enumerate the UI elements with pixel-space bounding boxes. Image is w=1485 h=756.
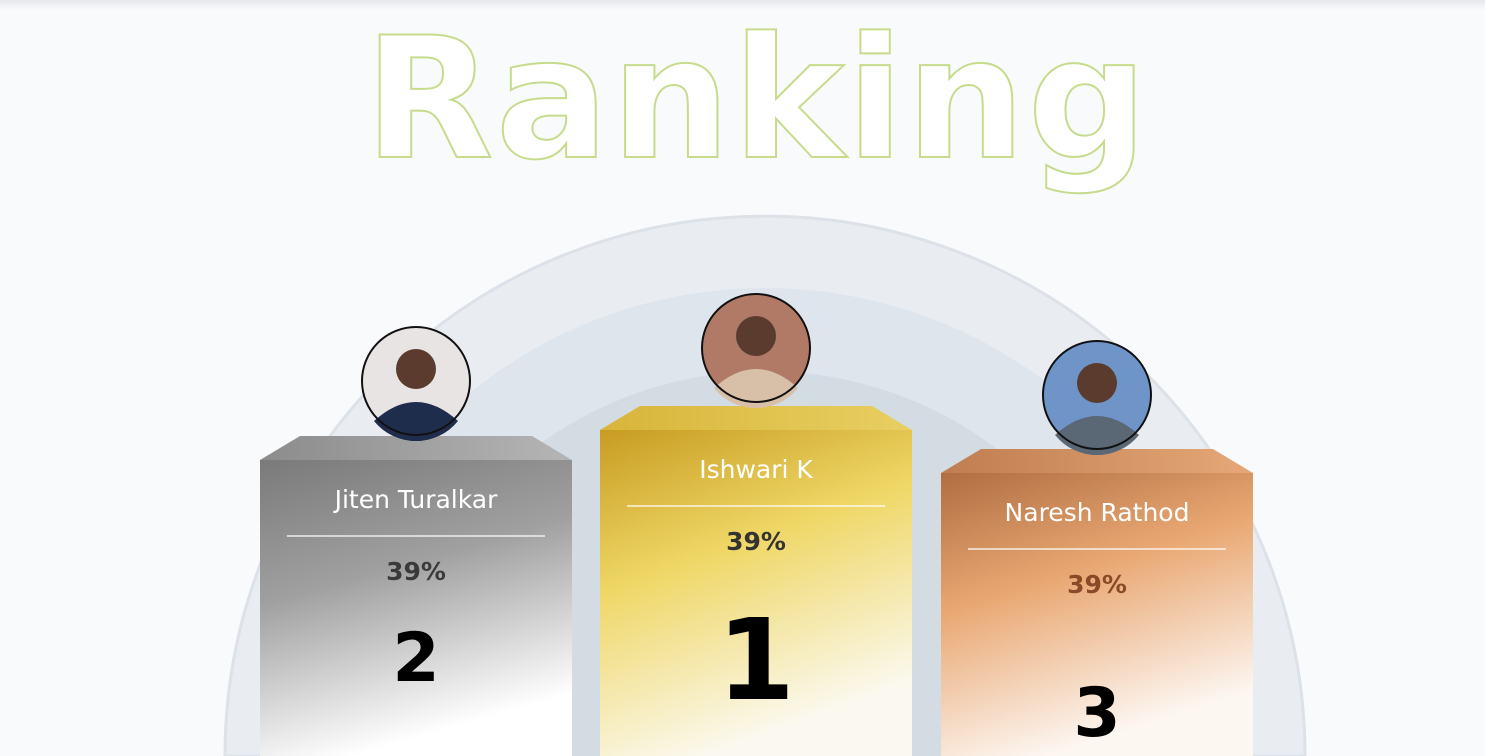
player-rank: 3 [1073, 674, 1120, 753]
podium-block [260, 460, 572, 756]
avatar-border [361, 326, 471, 436]
podium-top [600, 406, 912, 430]
avatar [1042, 340, 1152, 456]
avatar [701, 293, 811, 409]
player-name: Jiten Turalkar [333, 485, 499, 514]
avatar-head [1077, 363, 1117, 403]
avatar [361, 326, 471, 442]
player-score: 39% [726, 527, 786, 556]
player-score: 39% [386, 557, 446, 586]
player-rank: 2 [392, 619, 439, 698]
avatar-border [701, 293, 811, 403]
podium-top [260, 436, 572, 460]
player-name: Naresh Rathod [1005, 498, 1190, 527]
top-bar [0, 0, 1485, 10]
avatar-head [396, 349, 436, 389]
page-title: Ranking [364, 1, 1150, 197]
podium-block [600, 430, 912, 756]
podium-top [941, 449, 1253, 473]
podium-block [941, 473, 1253, 756]
player-score: 39% [1067, 570, 1127, 599]
player-name: Ishwari K [699, 455, 813, 484]
avatar-head [736, 316, 776, 356]
avatar-border [1042, 340, 1152, 450]
player-rank: 1 [717, 596, 795, 726]
